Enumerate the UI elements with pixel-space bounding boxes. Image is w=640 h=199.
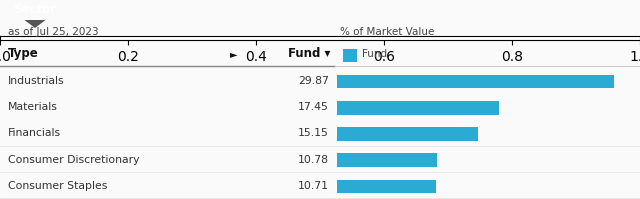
Text: Fund ▾: Fund ▾: [287, 47, 330, 60]
Bar: [337, 101, 499, 115]
Text: 10.71: 10.71: [298, 181, 329, 191]
Text: Consumer Discretionary: Consumer Discretionary: [8, 155, 140, 165]
Text: ►: ►: [230, 49, 237, 59]
Text: Financials: Financials: [8, 129, 61, 139]
Text: Fund: Fund: [362, 49, 387, 59]
Bar: [337, 75, 614, 88]
Text: Materials: Materials: [8, 102, 58, 112]
Text: 29.87: 29.87: [298, 76, 329, 86]
Bar: [337, 180, 436, 193]
Text: 15.15: 15.15: [298, 129, 329, 139]
Text: Consumer Staples: Consumer Staples: [8, 181, 108, 191]
Text: Type: Type: [8, 47, 39, 60]
Text: % of Market Value: % of Market Value: [340, 27, 435, 37]
Text: 10.78: 10.78: [298, 155, 329, 165]
Bar: [337, 153, 437, 167]
Polygon shape: [24, 20, 45, 28]
Bar: [343, 49, 357, 61]
Text: Industrials: Industrials: [8, 76, 65, 86]
Text: as of Jul 25, 2023: as of Jul 25, 2023: [8, 27, 99, 37]
Text: 17.45: 17.45: [298, 102, 329, 112]
Text: Sector: Sector: [13, 3, 56, 16]
Bar: [337, 127, 477, 141]
